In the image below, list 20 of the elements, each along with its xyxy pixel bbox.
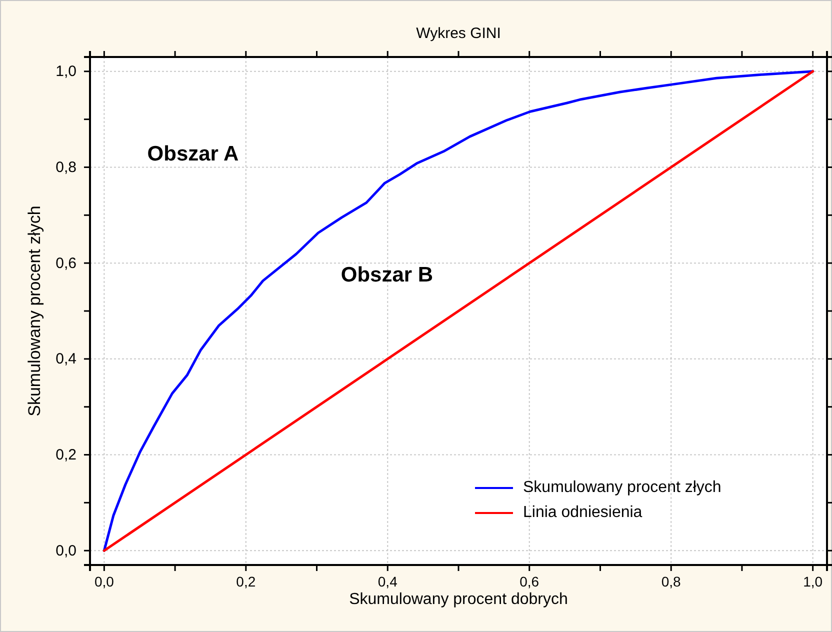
annotation: Obszar A — [147, 142, 239, 166]
x-tick-label: 0,2 — [236, 574, 256, 590]
y-axis-title: Skumulowany procent złych — [25, 206, 44, 416]
x-tick-label: 0,8 — [661, 574, 682, 590]
x-tick-label: 0,0 — [94, 574, 114, 590]
x-tick-label: 0,6 — [520, 574, 540, 590]
y-tick-label: 0,2 — [56, 446, 76, 464]
x-tick-label: 0,4 — [378, 574, 398, 590]
legend-label: Linia odniesienia — [523, 504, 642, 522]
chart-title: Wykres GINI — [416, 25, 501, 42]
x-tick-label: 1,0 — [803, 574, 823, 590]
y-tick-label: 0,0 — [56, 542, 76, 560]
y-tick-label: 0,4 — [56, 350, 76, 368]
legend-label: Skumulowany procent złych — [523, 479, 722, 496]
x-axis-title: Skumulowany procent dobrych — [349, 591, 568, 608]
line-series — [102, 70, 814, 552]
y-tick-label: 0,6 — [56, 254, 76, 272]
y-tick-label: 0,8 — [56, 159, 76, 176]
annotation: Obszar B — [340, 264, 434, 287]
y-tick-label: 1,0 — [56, 63, 76, 80]
